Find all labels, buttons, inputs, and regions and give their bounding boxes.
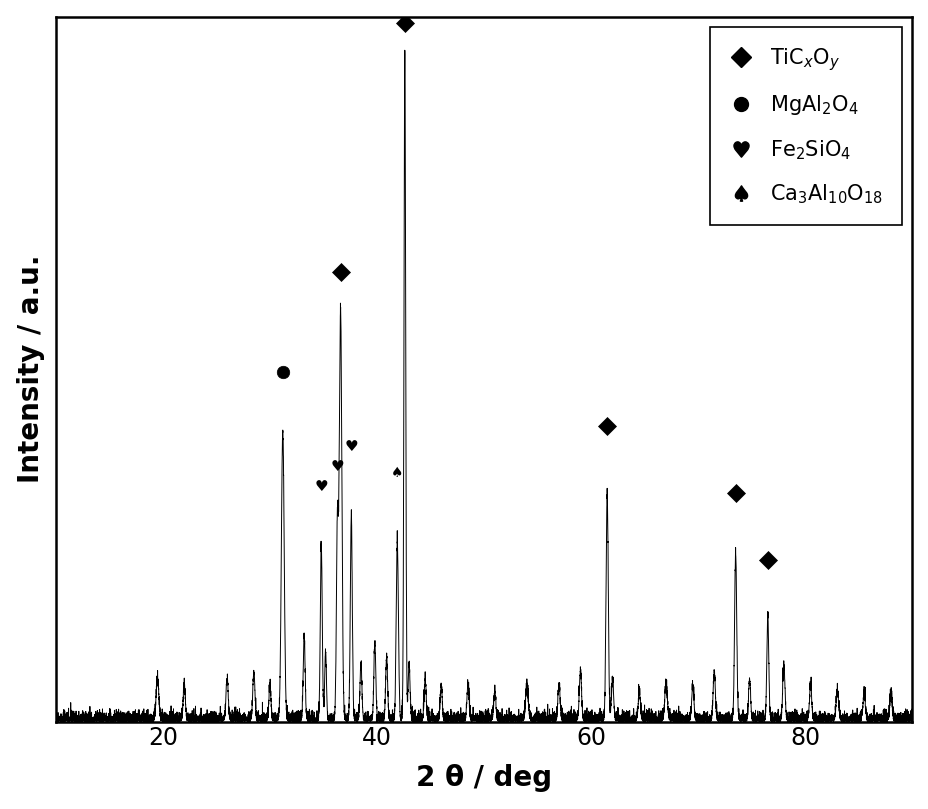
Text: ♠: ♠	[391, 466, 403, 481]
Legend: TiC$_x$O$_y$, MgAl$_2$O$_4$, Fe$_2$SiO$_4$, Ca$_3$Al$_{10}$O$_{18}$: TiC$_x$O$_y$, MgAl$_2$O$_4$, Fe$_2$SiO$_…	[709, 27, 901, 225]
X-axis label: 2 θ / deg: 2 θ / deg	[416, 765, 551, 792]
Y-axis label: Intensity / a.u.: Intensity / a.u.	[17, 255, 45, 483]
Text: ♥: ♥	[315, 479, 328, 494]
Text: ♥: ♥	[330, 459, 343, 474]
Text: ♥: ♥	[344, 438, 357, 454]
